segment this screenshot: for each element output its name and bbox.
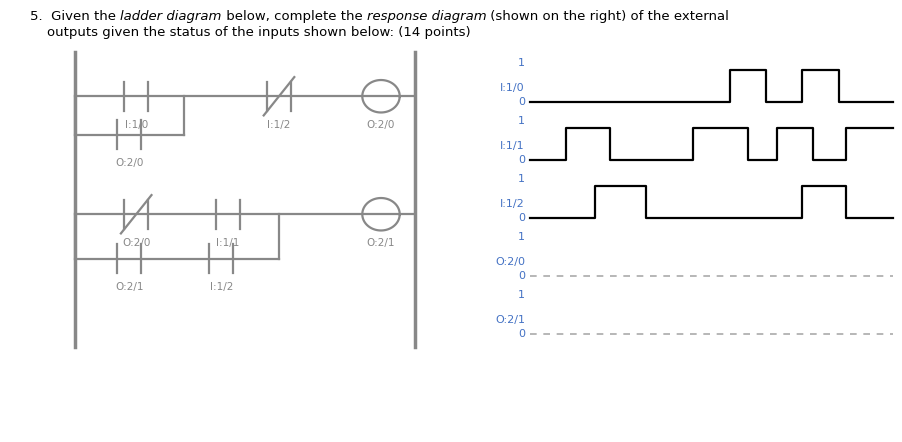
Text: response diagram: response diagram (366, 10, 485, 23)
Text: 5.  Given the: 5. Given the (30, 10, 120, 23)
Text: I:1/0: I:1/0 (124, 120, 148, 130)
Text: 1: 1 (518, 290, 524, 300)
Text: I:1/1: I:1/1 (216, 238, 239, 248)
Text: O:2/0: O:2/0 (122, 238, 151, 248)
Text: O:2/0: O:2/0 (115, 158, 143, 168)
Text: O:2/1: O:2/1 (115, 282, 143, 292)
Text: I:1/2: I:1/2 (267, 120, 290, 130)
Text: 0: 0 (518, 96, 524, 107)
Text: I:1/2: I:1/2 (209, 282, 233, 292)
Text: outputs given the status of the inputs shown below: (14 points): outputs given the status of the inputs s… (30, 26, 470, 39)
Text: O:2/0: O:2/0 (494, 257, 524, 267)
Text: 0: 0 (518, 213, 524, 223)
Text: 0: 0 (518, 328, 524, 339)
Text: 0: 0 (518, 155, 524, 164)
Text: below, complete the: below, complete the (221, 10, 366, 23)
Text: (shown on the right) of the external: (shown on the right) of the external (485, 10, 728, 23)
Text: O:2/0: O:2/0 (366, 120, 395, 130)
Text: O:2/1: O:2/1 (494, 315, 524, 324)
Text: I:1/1: I:1/1 (500, 141, 524, 151)
Text: 1: 1 (518, 57, 524, 68)
Text: O:2/1: O:2/1 (366, 238, 395, 248)
Text: I:1/0: I:1/0 (500, 83, 524, 93)
Text: 1: 1 (518, 116, 524, 126)
Text: I:1/2: I:1/2 (500, 198, 524, 209)
Text: 1: 1 (518, 174, 524, 184)
Text: ladder diagram: ladder diagram (120, 10, 221, 23)
Text: 1: 1 (518, 232, 524, 242)
Text: 0: 0 (518, 271, 524, 281)
